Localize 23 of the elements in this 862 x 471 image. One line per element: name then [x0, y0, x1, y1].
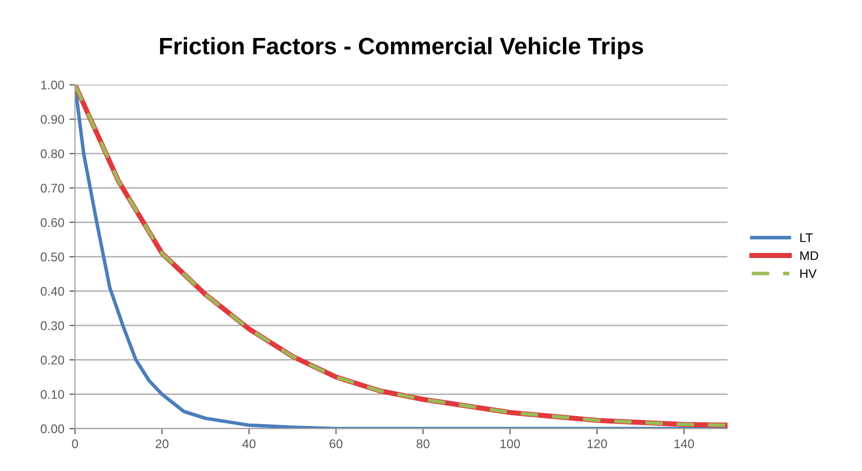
y-tick-label: 0.10 [40, 390, 64, 399]
legend-label: MD [800, 251, 818, 260]
y-tick-label: 0.20 [40, 356, 64, 364]
legend-label: LT [800, 233, 813, 242]
x-tick-label: 80 [416, 439, 430, 448]
x-tick-label: 60 [330, 439, 342, 448]
x-tick-label: 120 [588, 439, 607, 448]
y-tick-label: 0.00 [40, 424, 64, 434]
legend-label: HV [800, 269, 817, 278]
x-tick-label: 20 [156, 439, 168, 448]
x-tick-label: 0 [72, 439, 78, 448]
y-tick-label: 0.30 [40, 321, 64, 330]
x-tick-label: 40 [242, 439, 256, 448]
y-tick-label: 0.60 [40, 218, 64, 227]
y-tick-label: 0.40 [40, 286, 64, 296]
x-tick-label: 140 [674, 439, 694, 448]
y-tick-label: 0.50 [40, 252, 64, 262]
x-tick-label: 100 [500, 439, 520, 448]
y-tick-label: 0.90 [40, 114, 64, 124]
y-tick-label: 0.80 [40, 149, 64, 158]
chart-title: Friction Factors - Commercial Vehicle Trips [160, 37, 644, 60]
y-tick-label: 1.00 [41, 80, 64, 90]
y-tick-label: 0.70 [40, 184, 64, 193]
